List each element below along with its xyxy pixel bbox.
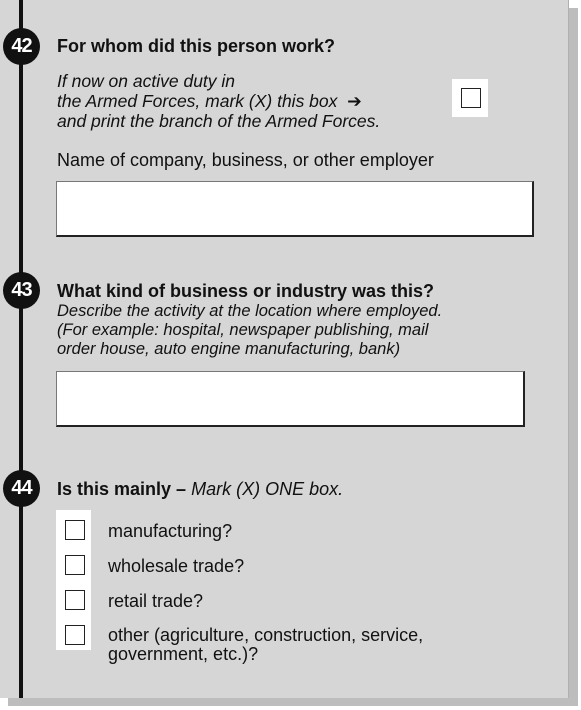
- instruction-line: and print the branch of the Armed Forces…: [57, 111, 381, 131]
- industry-options-checkbox-column: [56, 510, 91, 650]
- instruction-line: (For example: hospital, newspaper publis…: [57, 321, 429, 339]
- question-44-instruction: Mark (X) ONE box.: [191, 479, 344, 499]
- retail-trade-checkbox[interactable]: [65, 590, 85, 610]
- arrow-right-icon: ➔: [347, 91, 362, 111]
- employer-field-label: Name of company, business, or other empl…: [57, 150, 434, 170]
- armed-forces-checkbox[interactable]: [461, 88, 481, 108]
- instruction-line: order house, auto engine manufacturing, …: [57, 340, 401, 358]
- question-43-title: What kind of business or industry was th…: [57, 281, 435, 301]
- other-industry-option-label: other (agriculture, construction, servic…: [108, 625, 424, 664]
- question-44-number: 44: [3, 470, 40, 507]
- instruction-line: Describe the activity at the location wh…: [57, 302, 443, 320]
- business-industry-input[interactable]: [56, 371, 525, 427]
- form-spine-line: [19, 0, 23, 698]
- retail-trade-option-label: retail trade?: [108, 591, 204, 611]
- form-page: 42 For whom did this person work? If now…: [0, 0, 569, 698]
- question-42-instruction: If now on active duty in the Armed Force…: [57, 71, 380, 131]
- employer-name-input[interactable]: [56, 181, 534, 237]
- question-42-title: For whom did this person work?: [57, 36, 336, 56]
- manufacturing-option-label: manufacturing?: [108, 521, 233, 541]
- armed-forces-checkbox-area: [452, 79, 488, 117]
- wholesale-trade-checkbox[interactable]: [65, 555, 85, 575]
- other-industry-checkbox[interactable]: [65, 625, 85, 645]
- question-43-instruction: Describe the activity at the location wh…: [57, 302, 442, 359]
- question-42-number: 42: [3, 28, 40, 65]
- instruction-line: the Armed Forces, mark (X) this box ➔: [57, 91, 362, 111]
- wholesale-trade-option-label: wholesale trade?: [108, 556, 245, 576]
- question-43-number: 43: [3, 272, 40, 309]
- manufacturing-checkbox[interactable]: [65, 520, 85, 540]
- question-44-title: Is this mainly – Mark (X) ONE box.: [57, 479, 344, 499]
- instruction-line: If now on active duty in: [57, 71, 236, 91]
